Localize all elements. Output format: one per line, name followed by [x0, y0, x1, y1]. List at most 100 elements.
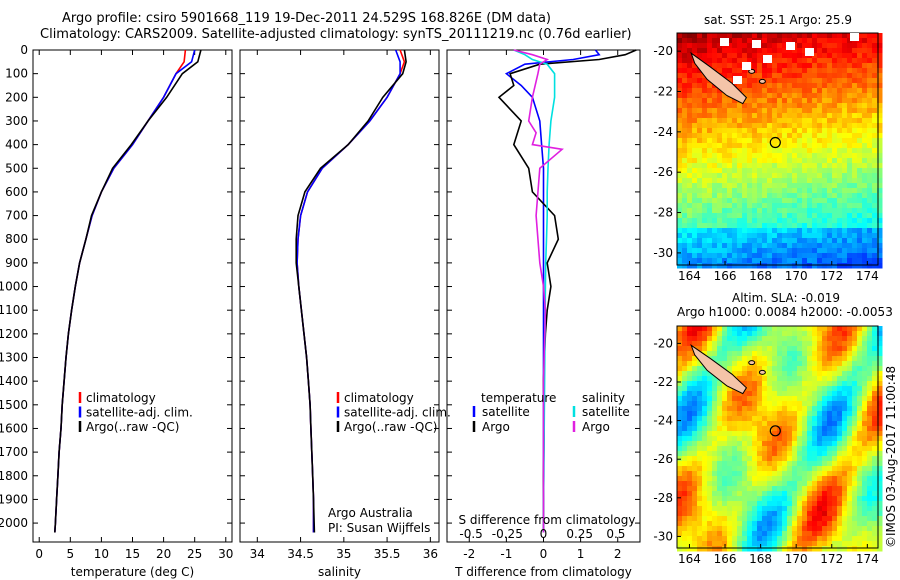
sla-map-cell: [717, 401, 723, 407]
sla-map-cell: [827, 416, 833, 422]
sla-map-cell: [827, 531, 833, 537]
sst-map-cell: [782, 53, 788, 59]
sla-map-cell: [737, 326, 743, 332]
sst-map-cell: [792, 93, 798, 99]
sst-map-cell: [797, 263, 803, 269]
sla-map-cell: [707, 386, 713, 392]
sst-map-cell: [847, 188, 853, 194]
sst-map-cell: [792, 33, 798, 39]
sst-map-cell: [807, 103, 813, 109]
sst-map-cell: [737, 173, 743, 179]
sla-map-cell: [832, 401, 838, 407]
sla-map-cell: [717, 396, 723, 402]
sla-map-cell: [857, 461, 863, 467]
sst-map-cell: [752, 243, 758, 249]
sla-map-cell: [857, 536, 863, 542]
sla-map-cell: [737, 511, 743, 517]
sst-map-cell: [677, 133, 683, 139]
sla-map-cell: [747, 506, 753, 512]
sla-map-cell: [817, 461, 823, 467]
sst-map-cell: [677, 263, 683, 269]
sla-map-cell: [702, 421, 708, 427]
sla-map-cell: [792, 536, 798, 542]
sla-map-cell: [752, 446, 758, 452]
sst-map-cell: [792, 133, 798, 139]
sla-map-cell: [752, 326, 758, 332]
sla-map-cell: [787, 331, 793, 337]
sla-map-cell: [682, 536, 688, 542]
sst-map-cell: [707, 183, 713, 189]
sst-map-cell: [687, 263, 693, 269]
sst-map-cell: [787, 233, 793, 239]
sla-map-cell: [697, 541, 703, 547]
sst-map-cell: [762, 163, 768, 169]
sst-map-cell: [842, 188, 848, 194]
timestamp-label: ©IMOS 03-Aug-2017 11:00:48: [884, 366, 898, 548]
sla-map-cell: [817, 426, 823, 432]
sla-map-cell: [802, 451, 808, 457]
sla-map-cell: [857, 516, 863, 522]
sla-map-cell: [707, 341, 713, 347]
sla-map-cell: [697, 426, 703, 432]
sla-map-cell: [722, 426, 728, 432]
sst-map-cell: [852, 43, 858, 49]
sla-map-cell: [687, 341, 693, 347]
sla-map-cell: [712, 446, 718, 452]
sla-map-cell: [847, 336, 853, 342]
sst-map-cell: [682, 73, 688, 79]
sla-map-cell: [802, 341, 808, 347]
sst-map-cell: [762, 143, 768, 149]
sla-map-cell: [732, 496, 738, 502]
sst-map-cell: [717, 43, 723, 49]
sla-map-cell: [872, 481, 878, 487]
sla-map-cell: [737, 406, 743, 412]
panel-frame-1: [239, 49, 440, 543]
sst-map-cell: [762, 258, 768, 264]
sla-map-cell: [722, 466, 728, 472]
sst-map-cell: [817, 163, 823, 169]
sla-map-cell: [747, 381, 753, 387]
sst-map-island: [690, 51, 748, 105]
sla-map-cell: [677, 366, 683, 372]
sla-map-cell: [687, 371, 693, 377]
sla-map-cell: [777, 421, 783, 427]
sst-map-cell: [777, 173, 783, 179]
sla-map-cell: [837, 526, 843, 532]
sla-map-cell: [797, 386, 803, 392]
sst-map-cell: [847, 53, 853, 59]
sla-map-cell: [802, 501, 808, 507]
sst-map-cell: [717, 253, 723, 259]
sst-map-cell: [712, 58, 718, 64]
sla-map-cell: [832, 351, 838, 357]
sla-map-cell: [797, 476, 803, 482]
sst-map-cell: [857, 88, 863, 94]
sla-map-cell: [742, 426, 748, 432]
sla-map-cell: [737, 401, 743, 407]
sst-map-cell: [792, 223, 798, 229]
sst-map-cell: [852, 228, 858, 234]
sst-map-cell: [687, 208, 693, 214]
sst-map-cell: [727, 213, 733, 219]
sla-map-cell: [752, 336, 758, 342]
sst-map-cell: [717, 163, 723, 169]
sla-map-cell: [707, 426, 713, 432]
sst-map-cell: [742, 88, 748, 94]
sla-map-cell: [767, 391, 773, 397]
sla-map-cell: [867, 491, 873, 497]
sst-map-cell: [767, 123, 773, 129]
sla-map-cell: [852, 351, 858, 357]
sla-map-cell: [817, 506, 823, 512]
sst-map-cell: [757, 208, 763, 214]
sst-map-cell: [782, 223, 788, 229]
sla-map-cell: [812, 471, 818, 477]
sla-map-cell: [827, 486, 833, 492]
sst-map-cell: [677, 38, 683, 44]
sla-map-cell: [802, 536, 808, 542]
sla-map-cell: [852, 346, 858, 352]
sst-map-cell: [822, 63, 828, 69]
sla-map-cell: [782, 441, 788, 447]
sst-map-cell: [802, 218, 808, 224]
sla-map-cell: [872, 546, 878, 552]
sla-map-cell: [697, 471, 703, 477]
sst-map-cell: [777, 168, 783, 174]
